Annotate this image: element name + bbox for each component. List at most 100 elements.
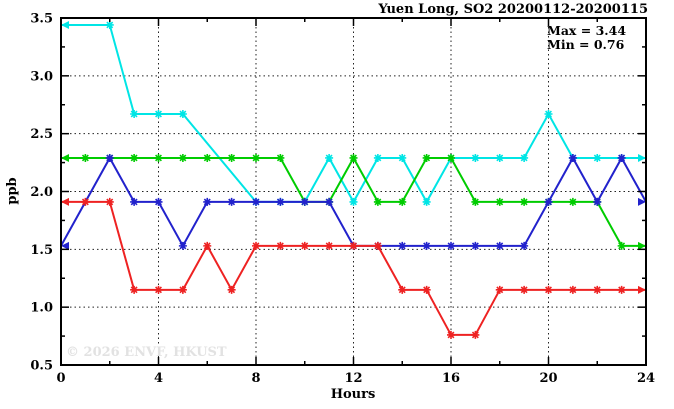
data-point-marker bbox=[300, 241, 309, 250]
data-point-marker bbox=[154, 153, 163, 162]
y-tick-label: 0.5 bbox=[30, 359, 53, 374]
data-point-marker bbox=[471, 197, 480, 206]
data-point-marker bbox=[471, 241, 480, 250]
y-axis-title: ppb bbox=[5, 177, 20, 204]
data-point-marker bbox=[398, 285, 407, 294]
data-point-marker bbox=[130, 285, 139, 294]
data-point-marker bbox=[398, 153, 407, 162]
data-point-marker bbox=[154, 110, 163, 119]
data-point-marker bbox=[325, 241, 334, 250]
data-point-marker bbox=[130, 110, 139, 119]
series-end-arrow bbox=[638, 241, 646, 250]
data-point-marker bbox=[544, 285, 553, 294]
series-start-arrow bbox=[61, 153, 69, 162]
data-point-marker bbox=[276, 197, 285, 206]
y-tick-label: 3.0 bbox=[30, 69, 53, 84]
series-start-arrow bbox=[61, 197, 69, 206]
data-point-marker bbox=[422, 285, 431, 294]
data-point-marker bbox=[495, 285, 504, 294]
series-start-arrow bbox=[61, 241, 69, 250]
data-point-marker bbox=[178, 241, 187, 250]
data-point-marker bbox=[325, 197, 334, 206]
data-point-marker bbox=[276, 153, 285, 162]
data-point-marker bbox=[568, 285, 577, 294]
data-point-marker bbox=[495, 197, 504, 206]
data-point-marker bbox=[544, 197, 553, 206]
x-axis-title: Hours bbox=[331, 387, 376, 402]
data-point-marker bbox=[252, 241, 260, 250]
data-point-marker bbox=[203, 153, 212, 162]
series-end-arrow bbox=[638, 285, 646, 294]
data-point-marker bbox=[203, 197, 212, 206]
data-point-marker bbox=[520, 285, 529, 294]
data-point-marker bbox=[373, 153, 382, 162]
chart-title: Yuen Long, SO2 20200112-20200115 bbox=[377, 2, 648, 17]
axis-ticks bbox=[60, 17, 647, 366]
data-point-marker bbox=[276, 241, 285, 250]
series-end-arrow bbox=[638, 197, 646, 206]
data-point-marker bbox=[593, 153, 602, 162]
series-red bbox=[61, 197, 646, 339]
data-point-marker bbox=[105, 197, 114, 206]
data-point-marker bbox=[105, 20, 114, 29]
data-point-marker bbox=[252, 197, 260, 206]
data-point-marker bbox=[154, 197, 163, 206]
data-point-marker bbox=[520, 241, 529, 250]
data-point-marker bbox=[617, 285, 626, 294]
data-point-marker bbox=[422, 153, 431, 162]
data-point-marker bbox=[617, 153, 626, 162]
series-end-arrow bbox=[638, 153, 646, 162]
x-tick-label: 12 bbox=[344, 371, 362, 386]
data-point-marker bbox=[593, 285, 602, 294]
data-point-marker bbox=[520, 153, 529, 162]
data-point-marker bbox=[154, 285, 163, 294]
data-point-marker bbox=[130, 153, 139, 162]
data-point-marker bbox=[300, 197, 309, 206]
x-tick-label: 20 bbox=[539, 371, 557, 386]
data-point-marker bbox=[349, 241, 358, 250]
data-point-marker bbox=[447, 241, 455, 250]
data-point-marker bbox=[203, 241, 212, 250]
y-tick-label: 2.5 bbox=[30, 127, 53, 142]
data-point-marker bbox=[178, 153, 187, 162]
x-tick-label: 4 bbox=[154, 371, 163, 386]
data-point-marker bbox=[227, 285, 236, 294]
data-point-marker bbox=[398, 241, 407, 250]
data-point-marker bbox=[105, 153, 114, 162]
data-point-marker bbox=[227, 197, 236, 206]
data-point-marker bbox=[178, 110, 187, 119]
data-point-marker bbox=[349, 153, 358, 162]
data-point-marker bbox=[373, 197, 382, 206]
data-point-marker bbox=[130, 197, 139, 206]
x-tick-label: 0 bbox=[56, 371, 65, 386]
data-point-marker bbox=[495, 153, 504, 162]
y-tick-label: 1.0 bbox=[30, 301, 53, 316]
data-point-marker bbox=[568, 153, 577, 162]
data-point-marker bbox=[544, 110, 553, 119]
data-point-marker bbox=[349, 197, 358, 206]
min-annotation: Min = 0.76 bbox=[547, 37, 625, 52]
data-point-marker bbox=[227, 153, 236, 162]
watermark: © 2026 ENVF, HKUST bbox=[66, 345, 227, 360]
data-point-marker bbox=[422, 241, 431, 250]
data-point-marker bbox=[252, 153, 260, 162]
data-point-marker bbox=[447, 153, 455, 162]
y-tick-label: 1.5 bbox=[30, 243, 53, 258]
series-line-cyan bbox=[61, 23, 646, 204]
data-point-marker bbox=[593, 197, 602, 206]
data-series bbox=[60, 20, 647, 339]
x-tick-label: 16 bbox=[442, 371, 460, 386]
data-point-marker bbox=[325, 153, 334, 162]
data-point-marker bbox=[447, 330, 455, 339]
data-point-marker bbox=[617, 241, 626, 250]
x-tick-label: 8 bbox=[251, 371, 260, 386]
data-point-marker bbox=[422, 197, 431, 206]
data-point-marker bbox=[495, 241, 504, 250]
grid-lines bbox=[61, 18, 646, 365]
x-tick-label: 24 bbox=[637, 371, 655, 386]
data-point-marker bbox=[81, 197, 90, 206]
y-tick-label: 2.0 bbox=[30, 185, 53, 200]
data-point-marker bbox=[398, 197, 407, 206]
